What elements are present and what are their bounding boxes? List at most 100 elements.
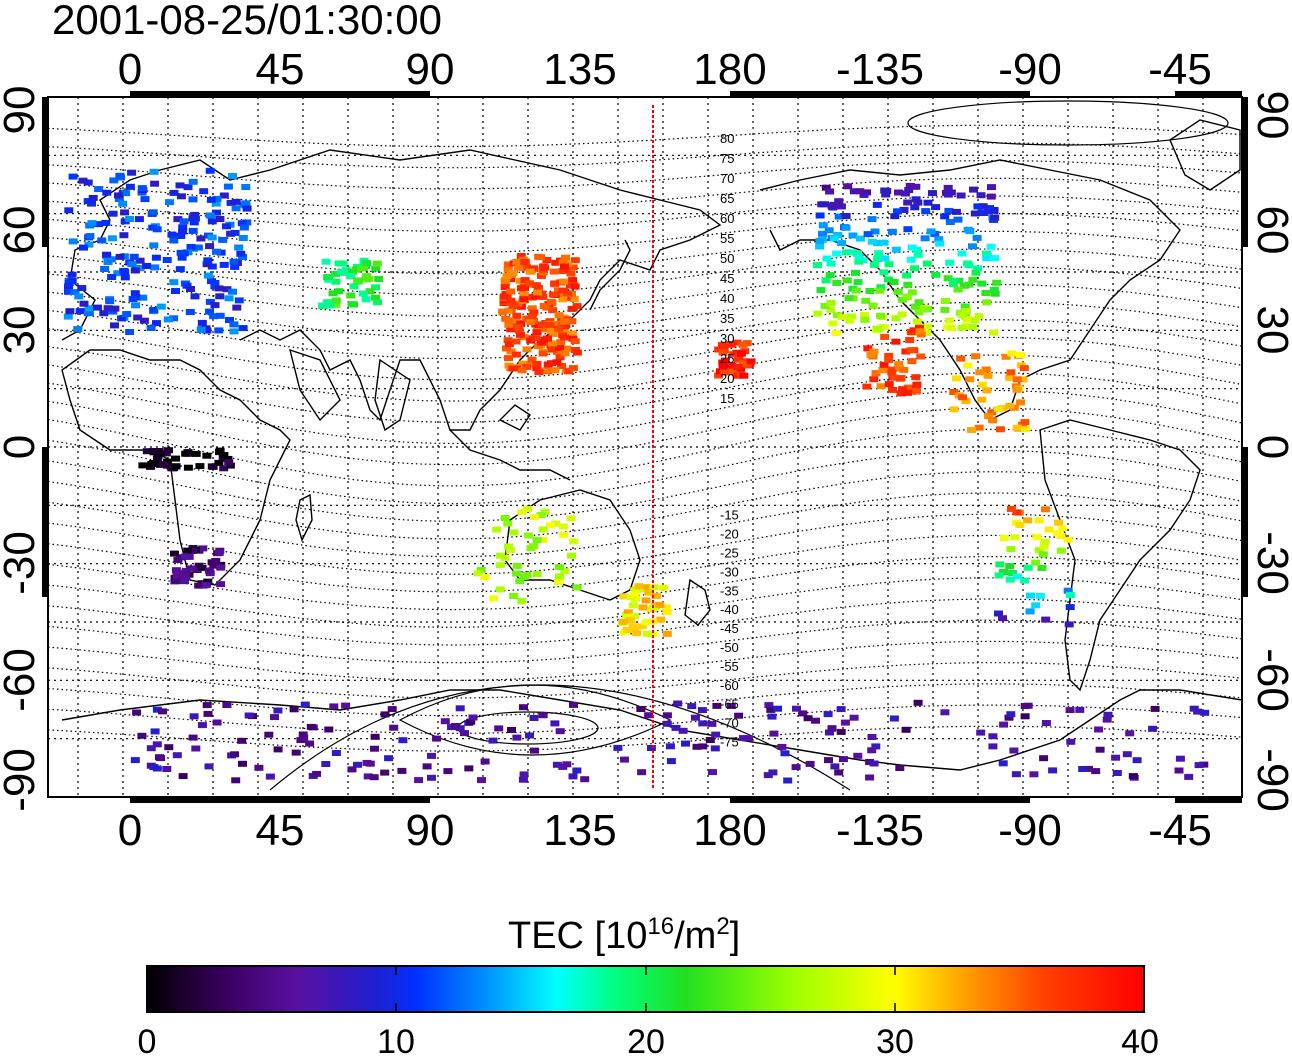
tec-cell [910,265,919,272]
tec-cell [83,179,93,186]
geomagnetic-contour [48,598,1242,646]
tec-cell [506,326,516,333]
tec-cell [176,249,186,256]
tec-cell [998,760,1008,767]
tec-cell [512,734,522,741]
tec-cell [183,547,193,554]
tec-cell [231,777,241,784]
tec-cell [546,327,556,334]
tec-cell [655,601,665,608]
tec-cell [572,349,582,356]
tec-cell [982,250,991,257]
tec-cell [568,264,578,271]
tec-cell [181,450,191,457]
tec-cell [74,293,84,300]
tec-cell [204,763,214,770]
y-tick-left: -30 [0,531,44,595]
tec-cell [912,388,921,395]
tec-cell [813,310,823,317]
tec-cell [504,317,514,324]
tec-cell [219,465,229,472]
tec-cell [889,715,899,722]
tec-cell [560,334,569,341]
contour-label: -60 [720,678,739,693]
x-axis-bottom-labels: 0 45 90 135 180 -135 -90 -45 [118,806,1212,855]
tec-cell [223,183,233,190]
tec-cell [1034,547,1044,554]
tec-cell [1001,353,1011,360]
tec-cell [872,201,882,208]
tec-cell [209,313,219,320]
tec-cell [150,728,160,735]
contour-label: 65 [720,191,734,206]
tec-cell [673,700,683,707]
tec-cell [766,706,776,713]
tec-cell [826,300,836,306]
tec-cell [117,315,127,322]
tec-cell [1035,593,1045,599]
tec-cell [572,303,582,310]
tec-cell [499,297,509,304]
tec-cell [957,250,967,257]
contour-label: -70 [720,716,739,731]
tec-cell [914,299,924,306]
tec-cell [972,234,982,241]
tec-cell [861,297,871,304]
tec-cell [346,292,356,299]
tec-cell [107,235,117,242]
x-tick-bottom: 0 [118,806,142,855]
tec-cell [63,313,73,320]
tec-cell [714,346,724,353]
tec-cell [207,234,217,241]
tec-cell [1021,426,1030,433]
tec-data-cells [63,167,1210,784]
tec-cell [846,313,856,320]
tec-cell [509,593,519,599]
tec-cell [869,261,879,268]
tec-cell [548,340,558,347]
tec-cell [940,709,950,716]
tec-cell [661,604,671,611]
tec-cell [306,723,316,730]
tec-cell [911,183,921,190]
tec-cell [512,259,522,265]
geomagnetic-contour [48,266,1242,317]
tec-cell [414,777,424,784]
tec-cell [1039,543,1049,550]
tec-cell [860,316,870,323]
tec-cell [520,258,530,265]
tec-cell [67,271,77,278]
tec-cell [115,253,125,260]
tec-cell [363,773,373,780]
contour-label: 55 [720,231,734,246]
tec-cell [552,359,562,366]
tec-cell [626,594,636,601]
tec-cell [79,300,89,307]
tec-cell [341,267,351,274]
tec-cell [507,727,516,733]
tec-cell [813,262,822,268]
tec-cell [632,630,642,637]
tec-cell [945,219,955,225]
tec-cell [834,198,844,205]
tec-cell [879,239,889,246]
contour-label: -30 [720,564,739,579]
tec-cell [1020,703,1030,709]
tec-cell [1032,533,1042,540]
tec-cell [523,506,533,512]
tec-cell [641,597,651,604]
tec-cell [296,737,306,744]
tec-cell [555,354,565,361]
tec-cell [890,374,900,381]
tec-cell [943,191,953,198]
tec-cell [202,702,212,709]
tec-cell [77,285,87,291]
tec-cell [1054,519,1063,526]
tec-cell [203,578,213,585]
tec-cell [512,570,522,577]
geomagnetic-contour [48,471,1242,540]
tec-cell [347,766,357,773]
tec-cell [903,199,913,206]
tec-cell [173,216,183,223]
tec-cell [110,305,120,312]
